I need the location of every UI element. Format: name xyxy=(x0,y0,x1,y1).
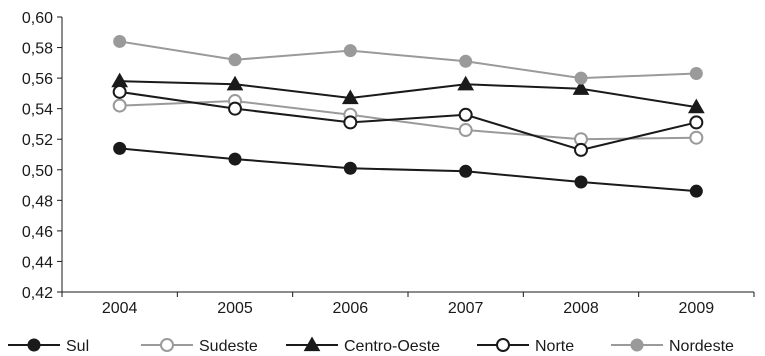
x-tick-label: 2006 xyxy=(333,300,369,317)
data-point-sudeste xyxy=(458,123,473,138)
series-line-sudeste xyxy=(119,100,697,141)
data-point-centro-oeste xyxy=(687,98,705,114)
series-sudeste xyxy=(112,94,704,147)
x-tick-label: 2007 xyxy=(448,300,484,317)
legend-label-centro-oeste: Centro-Oeste xyxy=(344,338,440,355)
data-point-centro-oeste xyxy=(572,80,590,95)
y-tick-label: 0,50 xyxy=(22,163,53,180)
data-point-norte xyxy=(458,107,473,122)
data-point-centro-oeste xyxy=(457,75,475,91)
y-tick-label: 0,54 xyxy=(22,102,53,119)
data-point-centro-oeste xyxy=(341,89,359,105)
legend-item-sudeste: Sudeste xyxy=(141,338,258,355)
legend-item-centro-oeste: Centro-Oeste xyxy=(286,336,440,355)
series-line-nordeste xyxy=(119,40,697,80)
data-point-nordeste xyxy=(689,67,703,81)
legend-marker-sul xyxy=(27,338,41,352)
series-line-norte xyxy=(119,90,697,151)
legend-label-sul: Sul xyxy=(66,338,89,355)
series-norte xyxy=(112,84,704,157)
data-point-norte xyxy=(574,142,588,157)
legend-marker-norte xyxy=(496,338,510,352)
series-layer xyxy=(111,34,705,198)
legend-item-nordeste: Nordeste xyxy=(611,338,734,355)
data-point-nordeste xyxy=(574,71,588,85)
y-tick-label: 0,60 xyxy=(22,10,53,27)
legend: Sul Sudeste Centro-Oeste Norte Nordeste xyxy=(8,336,734,355)
legend-marker-centro-oeste xyxy=(303,336,321,352)
data-point-sul xyxy=(689,184,703,198)
data-point-nordeste xyxy=(343,44,357,58)
data-point-sul xyxy=(113,141,127,155)
legend-marker-sudeste xyxy=(160,338,174,352)
y-tick-label: 0,48 xyxy=(22,193,53,210)
data-point-norte xyxy=(689,115,704,130)
data-point-sul xyxy=(228,152,242,166)
legend-label-nordeste: Nordeste xyxy=(669,338,734,355)
legend-label-sudeste: Sudeste xyxy=(199,338,258,355)
data-point-nordeste xyxy=(228,53,242,67)
x-tick-label: 2008 xyxy=(563,300,599,317)
x-tick-label: 2004 xyxy=(102,300,138,317)
data-point-sul xyxy=(574,175,588,189)
data-point-sul xyxy=(459,164,473,178)
data-point-sudeste xyxy=(112,98,127,113)
legend-label-norte: Norte xyxy=(535,338,574,355)
series-sul xyxy=(113,141,703,198)
series-centro-oeste xyxy=(111,72,705,114)
legend-marker-nordeste xyxy=(630,338,644,352)
series-line-centro-oeste xyxy=(119,80,697,109)
data-point-norte xyxy=(112,84,127,99)
data-point-sudeste xyxy=(689,130,704,145)
data-point-centro-oeste xyxy=(226,75,244,91)
series-line-sul xyxy=(119,147,697,193)
y-tick-label: 0,44 xyxy=(22,254,53,271)
data-point-sul xyxy=(343,161,357,175)
data-point-centro-oeste xyxy=(111,72,129,88)
y-tick-label: 0,42 xyxy=(22,285,53,302)
y-tick-label: 0,58 xyxy=(22,41,53,58)
data-point-nordeste xyxy=(459,54,473,68)
data-point-norte xyxy=(228,101,242,116)
series-nordeste xyxy=(113,34,703,85)
data-point-norte xyxy=(343,115,358,130)
x-tick-label: 2005 xyxy=(217,300,253,317)
legend-item-sul: Sul xyxy=(8,338,89,355)
axes: 0,42 0,44 0,46 0,48 0,50 0,52 0,54 0,56 0,58 0,60… xyxy=(22,10,755,317)
x-tick-label: 2009 xyxy=(679,300,715,317)
y-tick-label: 0,46 xyxy=(22,224,53,241)
y-tick-label: 0,56 xyxy=(22,71,53,88)
y-tick-label: 0,52 xyxy=(22,132,53,149)
legend-item-norte: Norte xyxy=(477,338,574,355)
data-point-nordeste xyxy=(113,34,127,48)
